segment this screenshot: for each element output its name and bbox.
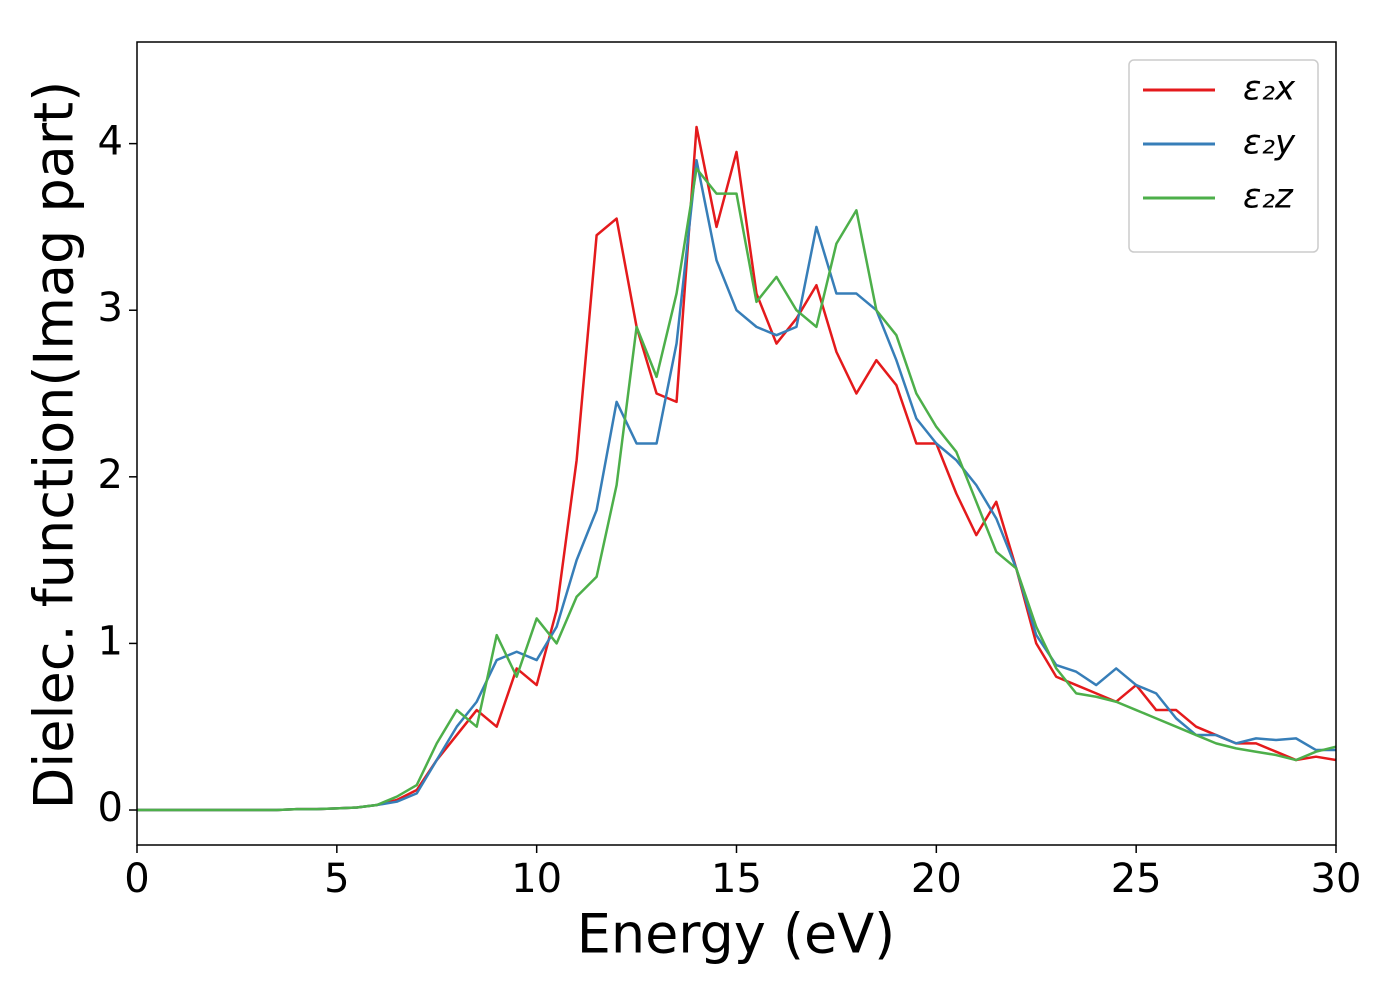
legend-label: ε₂z: [1243, 177, 1294, 217]
x-tick-label: 15: [711, 856, 762, 902]
data-line: [137, 159, 1336, 812]
x-tick-label: 5: [324, 856, 349, 902]
plot-frame: [136, 41, 1337, 846]
data-line: [137, 167, 1336, 812]
y-tick-label: 1: [98, 618, 123, 664]
x-tick-label: 25: [1111, 856, 1162, 902]
y-tick-label: 4: [98, 119, 123, 165]
legend-label: ε₂x: [1243, 69, 1296, 109]
x-tick-label: 20: [911, 856, 962, 902]
y-tick-label: 2: [98, 452, 123, 498]
y-axis-label: Dielec. function(Imag part): [23, 81, 86, 810]
x-tick-label: 30: [1311, 856, 1362, 902]
x-tick-label: 0: [124, 856, 149, 902]
x-tick-label: 10: [511, 856, 562, 902]
y-tick-label: 0: [98, 785, 123, 831]
legend-box: [1128, 59, 1319, 253]
y-tick-label: 3: [98, 285, 123, 331]
x-axis-label: Energy (eV): [577, 903, 896, 966]
legend-label: ε₂y: [1243, 123, 1296, 163]
